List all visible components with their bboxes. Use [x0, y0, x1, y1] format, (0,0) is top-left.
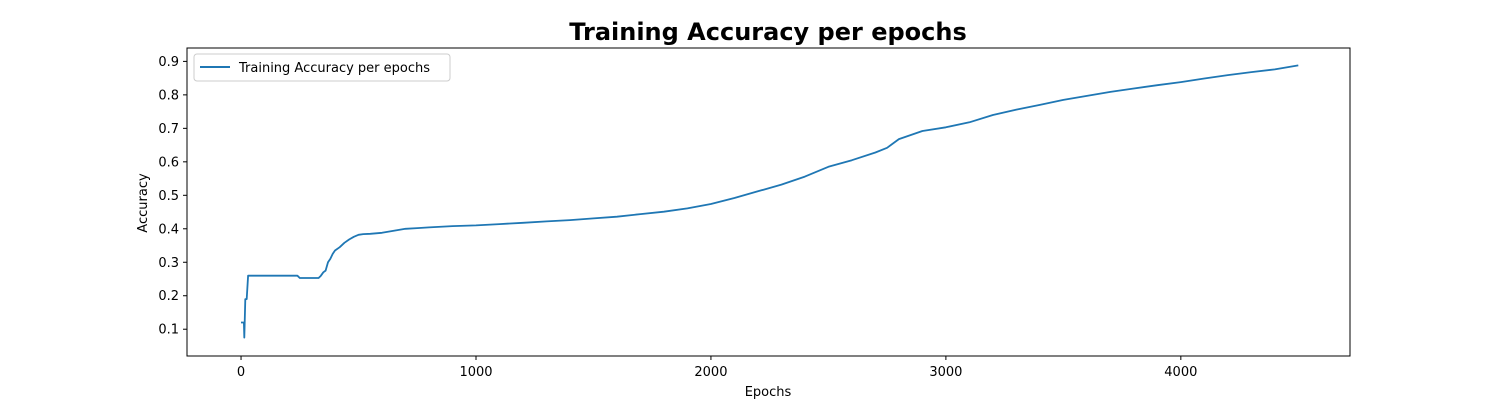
plot-area: [241, 64, 1299, 339]
legend-box: [193, 53, 451, 82]
y-tick-label: 0.1: [158, 323, 179, 338]
y-tick-label: 0.7: [158, 122, 179, 137]
series-line: [241, 64, 1299, 339]
y-tick-label: 0.9: [158, 55, 179, 70]
x-tick-label: 1000: [459, 365, 492, 380]
y-tick-label: 0.5: [158, 189, 179, 204]
y-tick-label: 0.6: [158, 155, 179, 170]
x-axis: 0 1000 2000 3000 4000: [237, 356, 1197, 380]
legend-label: Training Accuracy per epochs: [238, 61, 430, 76]
legend: Training Accuracy per epochs: [193, 53, 451, 82]
axes-frame: [186, 47, 1351, 357]
y-axis-label: Accuracy: [136, 173, 151, 233]
x-tick-label: 4000: [1164, 365, 1197, 380]
y-axis: 0.1 0.2 0.3 0.4 0.5 0.6 0.7 0.8 0.9: [158, 55, 187, 338]
chart-title: Training Accuracy per epochs: [569, 18, 967, 46]
y-tick-label: 0.2: [158, 289, 179, 304]
x-tick-label: 3000: [929, 365, 962, 380]
x-tick-label: 0: [237, 365, 245, 380]
x-tick-label: 2000: [694, 365, 727, 380]
x-axis-label: Epochs: [745, 385, 792, 400]
y-tick-label: 0.3: [158, 256, 179, 271]
y-tick-label: 0.8: [158, 88, 179, 103]
y-tick-label: 0.4: [158, 222, 179, 237]
